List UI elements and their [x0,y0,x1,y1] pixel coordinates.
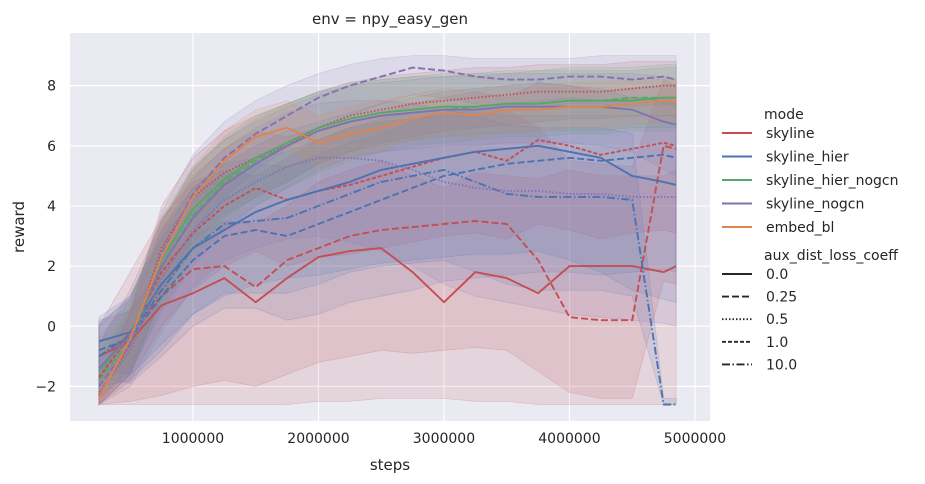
confidence-band [98,97,677,384]
legend-label: skyline [766,126,814,142]
legend-label: skyline_nogcn [766,197,864,213]
legend-label: 1.0 [766,335,788,351]
legend: mode aux_dist_loss_coeff skyline skyline_… [722,107,898,373]
confidence-band [98,55,677,406]
y-tick-label: −2 [35,379,56,395]
y-tick-label: 4 [47,199,56,215]
legend-label: 10.0 [766,357,797,373]
series-line [98,153,677,352]
x-tick-label: 1000000 [162,431,224,447]
series-line [98,156,677,393]
confidence-band [98,109,677,405]
confidence-band [98,73,677,400]
confidence-band [98,160,677,405]
y-tick-label: 6 [47,139,56,155]
x-tick-label: 2000000 [287,431,349,447]
y-tick-labels: −2 0 2 4 6 8 [35,79,56,396]
series-line [98,138,677,378]
legend-hue-title: mode [764,107,804,123]
legend-label: 0.25 [766,290,797,306]
confidence-band [98,64,677,406]
y-tick-label: 2 [47,259,56,275]
y-tick-label: 8 [47,79,56,95]
legend-label: skyline_hier [766,150,849,166]
confidence-band [98,67,677,400]
legend-style-title: aux_dist_loss_coeff [764,248,898,264]
x-tick-label: 5000000 [664,431,726,447]
series-line [98,168,677,406]
confidence-band [98,82,677,406]
legend-label: 0.5 [766,312,788,328]
x-axis-label: steps [370,456,410,474]
y-axis-label: reward [10,201,28,253]
series-line [98,99,677,399]
series-line [98,247,677,358]
series-line [98,144,677,372]
series-line [98,84,677,396]
y-tick-label: 0 [47,319,56,335]
legend-label: embed_bl [766,220,834,236]
x-tick-label: 3000000 [413,431,475,447]
x-tick-labels: 1000000 2000000 3000000 4000000 5000000 [162,431,726,447]
chart-title: env = npy_easy_gen [312,10,468,29]
legend-label: skyline_hier_nogcn [766,173,898,189]
series-lines [98,66,677,406]
legend-label: 0.0 [766,267,788,283]
x-tick-label: 4000000 [538,431,600,447]
series-line [98,66,677,387]
